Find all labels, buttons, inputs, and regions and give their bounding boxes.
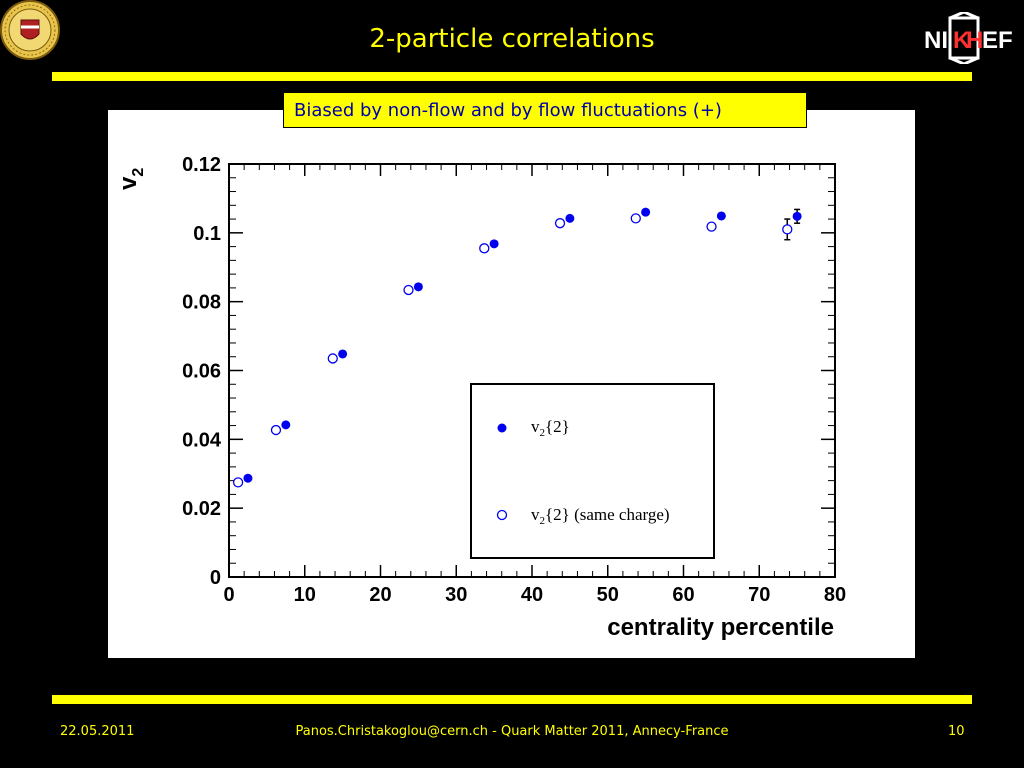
footer-date: 22.05.2011 bbox=[60, 724, 135, 739]
svg-text:K: K bbox=[953, 27, 971, 54]
bottom-divider bbox=[52, 695, 972, 704]
data-point-v2 bbox=[413, 282, 423, 292]
legend-box bbox=[470, 383, 715, 559]
svg-text:NI: NI bbox=[924, 27, 948, 54]
legend-label-v2-2-main: v bbox=[531, 417, 540, 436]
x-tick-label: 70 bbox=[748, 584, 770, 606]
slide-title: 2-particle correlations bbox=[369, 24, 655, 54]
y-tick-label: 0 bbox=[210, 567, 221, 589]
legend-marker-open bbox=[496, 509, 508, 521]
y-tick-label: 0.06 bbox=[182, 361, 221, 383]
y-tick-label: 0.1 bbox=[193, 223, 221, 245]
y-axis-label-sub: 2 bbox=[130, 168, 147, 177]
x-tick-label: 0 bbox=[223, 584, 234, 606]
x-axis-label: centrality percentile bbox=[607, 614, 834, 641]
svg-text:H: H bbox=[966, 27, 983, 54]
footer-credit: Panos.Christakoglou@cern.ch - Quark Matt… bbox=[295, 724, 729, 739]
x-tick-label: 50 bbox=[597, 584, 619, 606]
y-tick-label: 0.02 bbox=[182, 498, 221, 520]
legend-label-same-charge-main: v bbox=[531, 505, 540, 524]
data-point-v2-same-charge bbox=[270, 424, 282, 436]
legend-label-v2-2-same-charge: v2{2} (same charge) bbox=[531, 505, 670, 527]
legend-label-v2-2-rest: {2} bbox=[545, 417, 570, 436]
note-box: Biased by non-flow and by flow fluctuati… bbox=[283, 92, 807, 128]
legend: v2{2} v2{2} (same charge) bbox=[470, 383, 715, 559]
legend-label-same-charge-sub: 2 bbox=[540, 515, 546, 527]
data-point-v2-same-charge bbox=[232, 477, 244, 488]
x-tick-label: 80 bbox=[824, 584, 846, 606]
data-point-v2 bbox=[243, 473, 253, 483]
y-tick-label: 0.08 bbox=[182, 292, 221, 314]
data-point-v2 bbox=[489, 239, 499, 249]
legend-marker-filled bbox=[497, 423, 507, 433]
data-point-v2 bbox=[338, 349, 348, 359]
data-point-v2-same-charge bbox=[479, 243, 490, 254]
footer-page-number: 10 bbox=[948, 724, 965, 739]
legend-label-same-charge-rest: {2} (same charge) bbox=[545, 505, 670, 524]
y-tick-label: 0.04 bbox=[182, 429, 222, 451]
data-point-v2-same-charge bbox=[554, 218, 566, 229]
nikhef-logo: NI K H EF bbox=[924, 12, 1013, 64]
data-point-v2 bbox=[281, 420, 291, 430]
data-point-v2-same-charge bbox=[706, 221, 717, 232]
university-seal-icon bbox=[0, 0, 60, 60]
x-tick-label: 40 bbox=[521, 584, 543, 606]
legend-label-v2-2-sub: 2 bbox=[540, 427, 546, 439]
note-text: Biased by non-flow and by flow fluctuati… bbox=[294, 100, 722, 121]
top-divider bbox=[52, 72, 972, 81]
y-axis-label-main: v bbox=[115, 176, 142, 190]
data-point-v2 bbox=[792, 211, 802, 221]
data-point-v2 bbox=[565, 213, 575, 223]
x-tick-label: 10 bbox=[294, 584, 316, 606]
x-tick-label: 20 bbox=[369, 584, 391, 606]
y-axis-label: v2 bbox=[115, 168, 147, 190]
y-tick-label: 0.12 bbox=[182, 154, 221, 176]
plot-tick-labels: 0 10 20 30 40 50 60 70 80 0 0.02 0.04 0.06 0.08 0.1 0.1… bbox=[182, 154, 846, 606]
data-point-v2-same-charge bbox=[403, 284, 414, 296]
v2-centrality-plot: 0 10 20 30 40 50 60 70 80 0 0.02 0.04 0.06 0.08 0.1 0.1… bbox=[108, 110, 915, 658]
data-point-v2-same-charge bbox=[630, 213, 641, 224]
plot-markers bbox=[232, 207, 802, 488]
x-tick-label: 60 bbox=[672, 584, 694, 606]
data-point-v2 bbox=[716, 211, 726, 221]
legend-label-v2-2: v2{2} bbox=[531, 417, 570, 439]
svg-text:EF: EF bbox=[982, 27, 1013, 54]
data-point-v2 bbox=[641, 207, 651, 217]
data-point-v2-same-charge bbox=[327, 353, 338, 364]
data-point-v2-same-charge bbox=[782, 224, 793, 235]
x-tick-label: 30 bbox=[445, 584, 467, 606]
